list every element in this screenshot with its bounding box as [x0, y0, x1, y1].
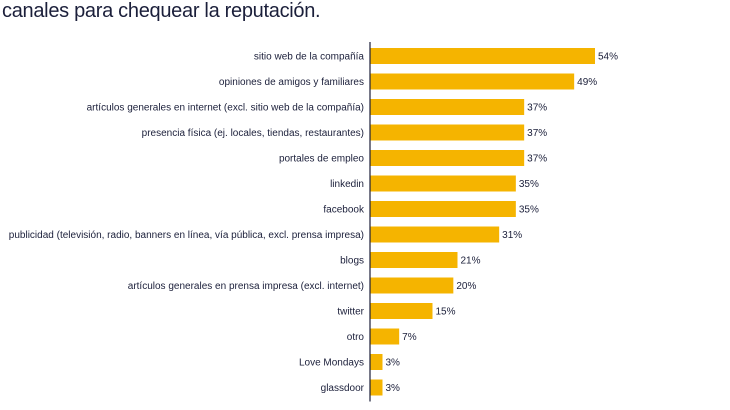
bar-8: [370, 226, 500, 243]
value-label: 31%: [502, 230, 522, 241]
category-label: artículos generales en internet (excl. s…: [87, 103, 364, 114]
category-label: blogs: [340, 256, 364, 267]
bar-7: [370, 201, 516, 217]
bar-10: [370, 277, 454, 294]
bar-13: [370, 354, 383, 370]
category-label: opiniones de amigos y familiares: [219, 77, 364, 88]
value-label: 3%: [386, 358, 401, 369]
value-label: 15%: [436, 307, 456, 318]
category-label: sitio web de la compañía: [254, 52, 365, 63]
bar-4: [370, 124, 525, 141]
bar-12: [370, 328, 400, 345]
bar-3: [370, 99, 525, 115]
category-label: portales de empleo: [279, 154, 364, 165]
category-label: Love Mondays: [299, 358, 364, 369]
category-label: facebook: [323, 205, 365, 216]
value-label: 37%: [527, 128, 547, 139]
category-label: presencia física (ej. locales, tiendas, …: [142, 128, 364, 139]
value-label: 20%: [456, 281, 476, 292]
category-label: linkedin: [330, 179, 364, 190]
bar-1: [370, 48, 595, 64]
value-label: 3%: [386, 383, 401, 394]
bar-14: [370, 379, 383, 396]
value-label: 37%: [527, 103, 547, 114]
bar-9: [370, 252, 458, 268]
value-label: 7%: [402, 332, 417, 343]
bar-11: [370, 303, 433, 319]
value-label: 35%: [519, 205, 539, 216]
value-label: 54%: [598, 52, 618, 63]
category-label: glassdoor: [321, 383, 365, 394]
value-label: 49%: [577, 77, 597, 88]
bar-2: [370, 73, 575, 90]
value-label: 21%: [461, 256, 481, 267]
value-label: 35%: [519, 179, 539, 190]
category-label: otro: [347, 332, 365, 343]
bar-6: [370, 175, 516, 192]
chart-title: canales para chequear la reputación.: [2, 0, 321, 22]
bar-5: [370, 150, 525, 166]
value-label: 37%: [527, 154, 547, 165]
category-label: artículos generales en prensa impresa (e…: [128, 281, 364, 292]
category-label: twitter: [337, 307, 364, 318]
category-label: publicidad (televisión, radio, banners e…: [9, 230, 364, 241]
